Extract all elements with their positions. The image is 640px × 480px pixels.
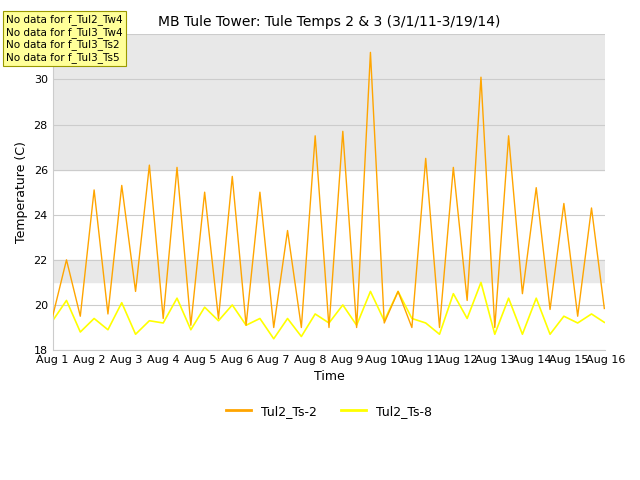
Legend: Tul2_Ts-2, Tul2_Ts-8: Tul2_Ts-2, Tul2_Ts-8	[221, 400, 437, 423]
Tul2_Ts-8	[94, 319, 102, 324]
Tul2_Ts-2	[438, 290, 446, 296]
Tul2_Ts-2	[270, 324, 278, 330]
Tul2_Ts-2	[600, 306, 608, 312]
Tul2_Ts-8	[407, 313, 415, 319]
Tul2_Ts-8	[270, 336, 278, 342]
Tul2_Ts-2	[49, 313, 56, 319]
Tul2_Ts-2	[408, 324, 416, 330]
Tul2_Ts-8	[52, 312, 60, 318]
Tul2_Ts-8	[438, 325, 445, 331]
Text: No data for f_Tul2_Tw4
No data for f_Tul3_Tw4
No data for f_Tul3_Ts2
No data for: No data for f_Tul2_Tw4 No data for f_Tul…	[6, 14, 123, 63]
Tul2_Ts-8	[49, 318, 56, 324]
Bar	[52, 35, 605, 169]
Tul2_Ts-2	[52, 297, 60, 303]
Tul2_Ts-2	[532, 185, 540, 191]
Tul2_Ts-2	[367, 49, 374, 55]
X-axis label: Time: Time	[314, 371, 344, 384]
Tul2_Ts-8	[518, 331, 526, 337]
Tul2_Ts-2	[518, 291, 526, 297]
Tul2_Ts-8	[477, 279, 485, 285]
Line: Tul2_Ts-8: Tul2_Ts-8	[52, 282, 604, 339]
Title: MB Tule Tower: Tule Temps 2 & 3 (3/1/11-3/19/14): MB Tule Tower: Tule Temps 2 & 3 (3/1/11-…	[158, 15, 500, 29]
Y-axis label: Temperature (C): Temperature (C)	[15, 141, 28, 243]
Bar	[52, 260, 605, 282]
Tul2_Ts-8	[600, 320, 608, 325]
Tul2_Ts-2	[94, 223, 102, 228]
Tul2_Ts-8	[532, 295, 540, 301]
Line: Tul2_Ts-2: Tul2_Ts-2	[52, 52, 604, 327]
